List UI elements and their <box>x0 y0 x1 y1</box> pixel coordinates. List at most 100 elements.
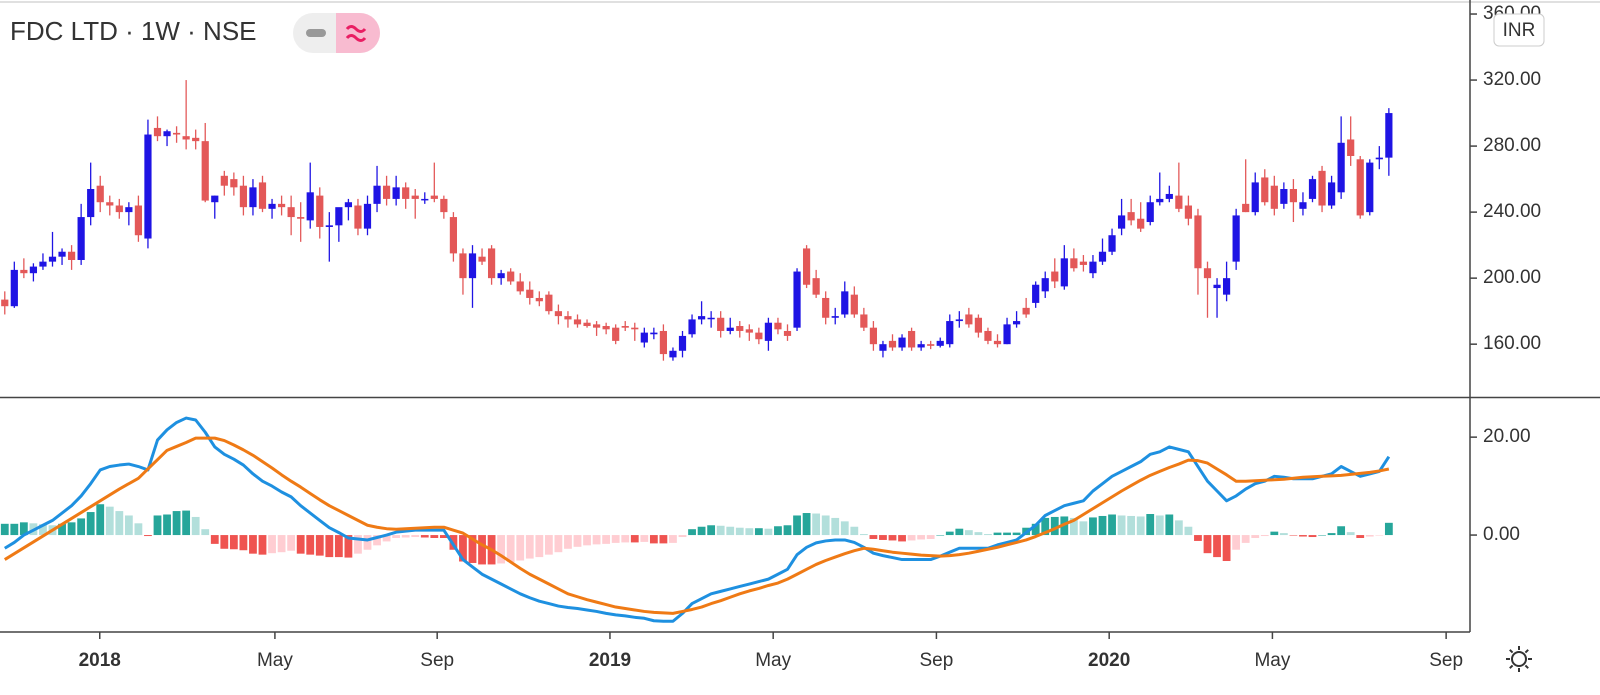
candle-body <box>812 278 820 295</box>
histogram-bar <box>105 506 114 536</box>
histogram-bar <box>1270 531 1279 536</box>
candle-body <box>1184 205 1193 219</box>
candle-body <box>230 179 238 188</box>
histogram-bar <box>516 535 525 561</box>
settings-icon[interactable] <box>1506 646 1532 672</box>
candle-body <box>602 326 610 330</box>
histogram-bar <box>124 515 133 536</box>
candle-body <box>592 324 601 328</box>
histogram-bar <box>1318 535 1326 536</box>
histogram-bar <box>535 535 544 558</box>
histogram-bar <box>1003 532 1011 536</box>
candle-body <box>306 192 314 221</box>
histogram-bar <box>936 535 945 536</box>
indicator-toggle[interactable] <box>293 13 380 53</box>
candle-body <box>1070 258 1078 269</box>
candle-body <box>478 256 486 262</box>
histogram-bar <box>1308 535 1317 538</box>
candle-body <box>1117 215 1126 229</box>
histogram-bar <box>678 535 687 538</box>
histogram-bar <box>955 528 964 536</box>
histogram-bar <box>640 535 649 542</box>
candle-body <box>153 127 162 137</box>
candle-body <box>402 187 410 199</box>
candle-body <box>888 340 897 348</box>
candle-body <box>1337 142 1345 193</box>
histogram-bar <box>688 529 696 536</box>
histogram-bar <box>525 535 534 559</box>
candle-body <box>774 322 782 330</box>
candle-body <box>1194 215 1202 269</box>
candle-body <box>48 256 57 262</box>
candle-body <box>287 207 295 218</box>
candle-body <box>612 327 620 341</box>
x-tick-label: 2020 <box>1088 650 1130 671</box>
y-tick-label: 240.00 <box>1483 201 1541 222</box>
histogram-bar <box>430 535 439 538</box>
histogram-bar <box>1356 535 1365 538</box>
histogram-bar <box>974 532 983 536</box>
histogram-bar <box>459 535 467 562</box>
candle-body <box>96 185 104 203</box>
histogram-bar <box>583 535 591 546</box>
histogram-bar <box>229 535 238 550</box>
candle-body <box>507 271 515 282</box>
candle-body <box>1289 189 1298 203</box>
histogram-bar <box>1089 517 1097 536</box>
histogram-bar <box>1079 521 1088 536</box>
histogram-bar <box>850 526 859 536</box>
candle-body <box>1 299 9 307</box>
candle-body <box>449 217 458 254</box>
histogram-bar <box>697 526 706 536</box>
histogram-bar <box>649 535 658 544</box>
histogram-bar <box>1136 516 1145 536</box>
histogram-bar <box>630 535 639 543</box>
histogram-bar <box>163 514 171 536</box>
candle-body <box>984 330 992 341</box>
candle-body <box>1356 159 1364 216</box>
x-tick-label: Sep <box>1429 650 1463 671</box>
candle-body <box>344 202 353 208</box>
histogram-bar <box>1375 535 1384 536</box>
histogram-bar <box>420 535 429 538</box>
histogram-bar <box>888 535 897 541</box>
candle-body <box>277 203 286 208</box>
histogram-bar <box>1155 515 1164 536</box>
candle-body <box>411 195 419 199</box>
histogram-bar <box>96 504 105 536</box>
histogram-bar <box>1098 515 1107 536</box>
histogram-bar <box>735 527 744 536</box>
candle-body <box>258 182 267 209</box>
histogram-bar <box>1031 523 1040 536</box>
histogram-bar <box>220 535 229 549</box>
candle-body <box>87 189 95 218</box>
histogram-bar <box>1213 535 1221 558</box>
candle-body <box>936 340 944 346</box>
histogram-bar <box>506 535 515 562</box>
histogram-bar <box>573 535 582 547</box>
candle-body <box>1012 321 1021 325</box>
candle-body <box>879 344 887 351</box>
candle-body <box>1366 162 1374 213</box>
candle-body <box>297 217 305 219</box>
candle-body <box>354 205 362 229</box>
candle-body <box>717 317 725 331</box>
histogram-bar <box>793 515 801 536</box>
candle-body <box>1003 324 1011 345</box>
candle-body <box>468 253 477 279</box>
candle-body <box>688 319 696 335</box>
histogram-bar <box>774 526 782 536</box>
candle-body <box>850 294 858 315</box>
histogram-bar <box>1127 515 1136 536</box>
candle-body <box>201 141 209 201</box>
candle-body <box>640 332 648 343</box>
candle-body <box>382 185 391 199</box>
x-tick-label: Sep <box>420 650 454 671</box>
histogram-bar <box>1174 520 1183 536</box>
indicator-line <box>3 416 1391 623</box>
candle-body <box>726 327 734 331</box>
x-tick-label: Sep <box>920 650 954 671</box>
histogram-bar <box>611 535 620 543</box>
candle-body <box>1032 284 1040 303</box>
candle-body <box>459 253 467 279</box>
